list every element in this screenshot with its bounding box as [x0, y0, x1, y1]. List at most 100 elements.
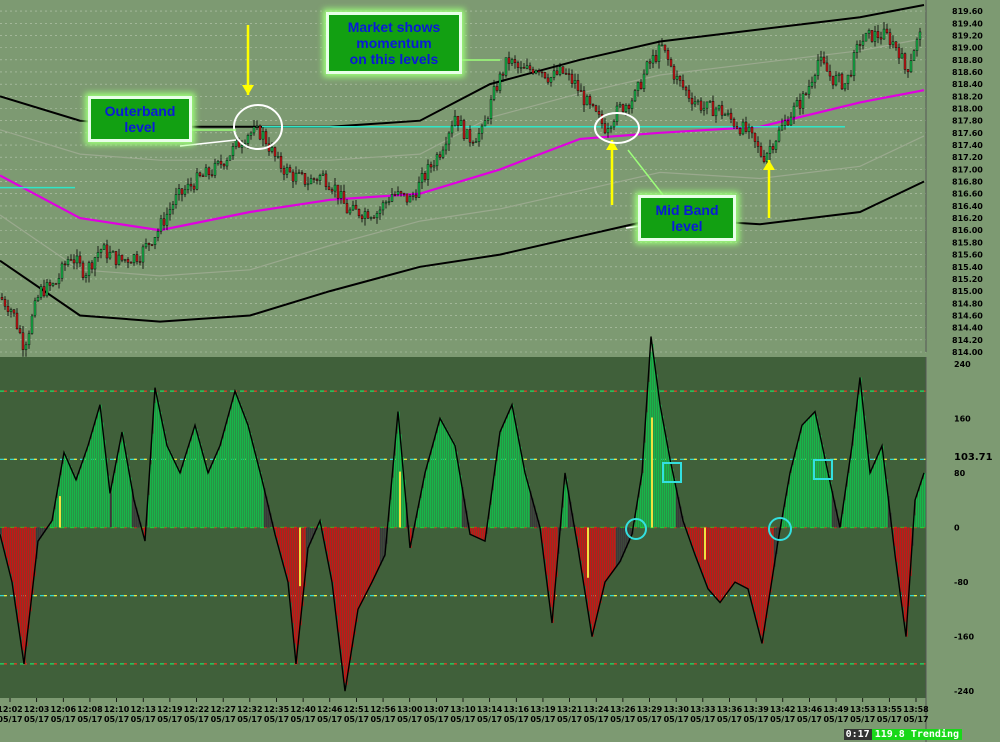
candle-body: [879, 37, 883, 40]
candle-body: [93, 257, 97, 270]
histogram-bar: [772, 527, 774, 580]
histogram-bar: [246, 419, 248, 528]
histogram-bar: [176, 464, 178, 528]
candle-body: [588, 96, 592, 105]
histogram-bar: [124, 443, 126, 528]
time-label: 12:03: [24, 705, 49, 714]
candle-body: [819, 56, 823, 61]
zero-cross-circle: [768, 517, 792, 541]
histogram-bar: [710, 527, 712, 592]
histogram-bar: [340, 527, 342, 650]
histogram-bar: [216, 454, 218, 528]
histogram-bar: [174, 460, 176, 528]
histogram-bar: [848, 472, 850, 528]
histogram-bar: [732, 527, 734, 587]
histogram-bar: [476, 527, 478, 538]
oscillator-tick-label: -80: [954, 578, 969, 587]
histogram-bar: [828, 472, 830, 528]
midband-circle: [594, 112, 640, 144]
histogram-bar: [324, 527, 326, 542]
histogram-bar: [306, 527, 308, 568]
candle-body: [462, 120, 466, 139]
histogram-bar: [88, 445, 90, 528]
histogram-bar: [610, 527, 612, 576]
candle-body: [321, 173, 325, 176]
histogram-bar: [282, 527, 284, 561]
histogram-bar: [490, 504, 492, 528]
candle-body: [540, 71, 544, 74]
time-label: 12:08: [77, 705, 103, 714]
histogram-bar: [450, 436, 452, 528]
histogram-bar: [536, 512, 538, 528]
candle-body: [654, 55, 658, 62]
histogram-bar: [894, 527, 896, 547]
histogram-bar: [402, 457, 404, 528]
histogram-bar: [716, 527, 718, 598]
candle-body: [66, 259, 70, 266]
date-label: 05/17: [690, 715, 715, 724]
date-label: 05/17: [797, 715, 822, 724]
candle-body: [516, 62, 520, 68]
time-label: 13:39: [743, 705, 769, 714]
candle-body: [393, 194, 397, 196]
histogram-bar: [308, 527, 310, 548]
histogram-bar: [148, 495, 150, 528]
candle-body: [918, 31, 922, 40]
histogram-bar: [600, 527, 602, 604]
histogram-bar: [754, 527, 756, 613]
price-tick-label: 817.80: [952, 117, 983, 126]
histogram-bar: [360, 527, 362, 606]
histogram-bar: [914, 515, 916, 528]
candle-body: [909, 60, 913, 73]
histogram-bar: [764, 527, 766, 631]
histogram-bar: [448, 432, 450, 528]
candle-body: [339, 191, 343, 199]
histogram-bar: [720, 527, 722, 603]
candle-body: [72, 259, 76, 264]
candle-body: [285, 167, 289, 175]
candle-body: [273, 147, 277, 157]
candle-body: [336, 184, 340, 199]
candle-body: [603, 123, 607, 134]
candle-body: [165, 213, 169, 226]
histogram-bar: [284, 527, 286, 568]
date-label: 05/17: [370, 715, 395, 724]
histogram-bar: [858, 394, 860, 528]
histogram-bar: [48, 526, 50, 528]
histogram-bar: [744, 527, 746, 587]
histogram-bar: [344, 527, 346, 683]
time-label: 12:46: [317, 705, 343, 714]
inner-lower-band: [0, 135, 925, 277]
candle-body: [309, 178, 313, 185]
histogram-bar: [318, 525, 320, 528]
candle-body: [873, 31, 877, 42]
candle-body: [453, 115, 457, 127]
histogram-bar: [244, 414, 246, 528]
histogram-bar: [106, 457, 108, 528]
candle-body: [891, 41, 895, 46]
date-label: 05/17: [584, 715, 609, 724]
date-label: 05/17: [717, 715, 742, 724]
candle-body: [102, 244, 106, 250]
candle-body: [132, 254, 136, 264]
price-tick-label: 818.00: [952, 104, 983, 113]
candle-body: [168, 209, 172, 215]
histogram-bar: [452, 440, 454, 528]
histogram-bar: [10, 527, 12, 575]
histogram-bar: [94, 425, 96, 528]
candle-body: [48, 282, 52, 286]
histogram-bar: [916, 497, 918, 528]
histogram-bar: [236, 393, 238, 528]
date-label: 05/17: [850, 715, 875, 724]
histogram-bar: [824, 454, 826, 528]
time-label: 12:40: [290, 705, 316, 714]
candle-body: [141, 246, 145, 263]
candle-body: [525, 65, 529, 69]
candle-body: [765, 153, 769, 162]
candle-body: [312, 178, 316, 180]
candle-body: [726, 112, 730, 115]
histogram-bar: [586, 527, 588, 599]
histogram-bar: [350, 527, 352, 660]
histogram-bar: [888, 496, 890, 528]
candle-body: [705, 101, 709, 109]
